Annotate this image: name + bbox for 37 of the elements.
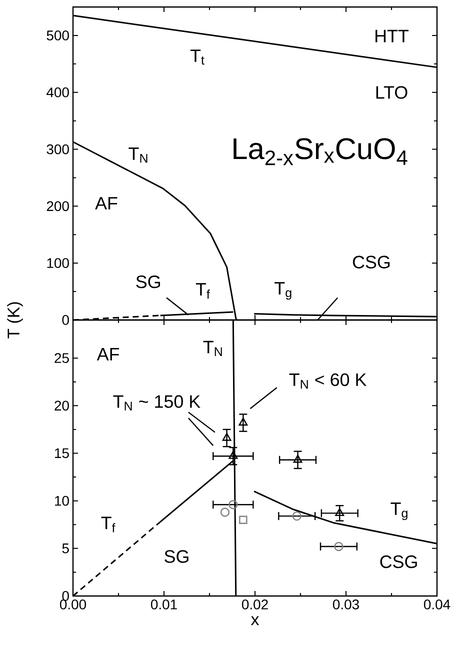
y-axis-title: T (K) xyxy=(7,302,23,338)
y-tick-label: 5 xyxy=(62,544,69,554)
x-tick-label: 0.00 xyxy=(60,600,86,610)
annotation: La$_{2-x}$Sr$_{x}$CuO$_{4}$ xyxy=(234,138,408,166)
x-tick-label: 0.02 xyxy=(242,600,268,610)
annotation: T$_{g}$ xyxy=(274,282,292,300)
annotation: T$_{t}$ xyxy=(190,50,204,65)
annotation: HTT xyxy=(376,30,409,42)
y-tick-label: 500 xyxy=(46,30,69,40)
y-tick-label: 300 xyxy=(46,144,69,154)
annotation: T$_{N}$ xyxy=(128,148,148,163)
annotation: CSG xyxy=(380,555,417,568)
y-tick-label: 400 xyxy=(46,87,69,98)
x-axis-title: x xyxy=(250,616,260,626)
annotation: SG xyxy=(136,275,160,288)
annotation: T$_{f}$ xyxy=(196,283,210,299)
annotation: T$_{N}$ ~ 150 K xyxy=(113,395,200,410)
y-tick-label: 200 xyxy=(46,201,69,212)
y-tick-label: 0 xyxy=(62,315,69,325)
annotation: SG xyxy=(164,550,188,563)
x-tick-label: 0.04 xyxy=(424,600,450,610)
annotation: T$_{f}$ xyxy=(101,516,116,532)
annotation: LTO xyxy=(376,86,408,99)
y-tick-label: 0 xyxy=(62,591,69,601)
y-tick-label: 10 xyxy=(55,496,69,506)
annotation: T$_{N}$ < 60 K xyxy=(289,373,367,389)
y-tick-label: 20 xyxy=(54,400,69,411)
annotation: CSG xyxy=(352,256,390,268)
annotation: AF xyxy=(96,348,120,360)
y-tick-label: 25 xyxy=(54,353,69,364)
y-tick-label: 15 xyxy=(55,448,69,458)
annotation: T$_{g}$ xyxy=(390,502,408,520)
y-tick-label: 100 xyxy=(47,258,69,268)
x-tick-label: 0.01 xyxy=(150,600,177,610)
annotation: T$_{N}$ xyxy=(203,340,222,356)
x-tick-label: 0.03 xyxy=(332,600,359,610)
annotation: AF xyxy=(95,197,118,210)
